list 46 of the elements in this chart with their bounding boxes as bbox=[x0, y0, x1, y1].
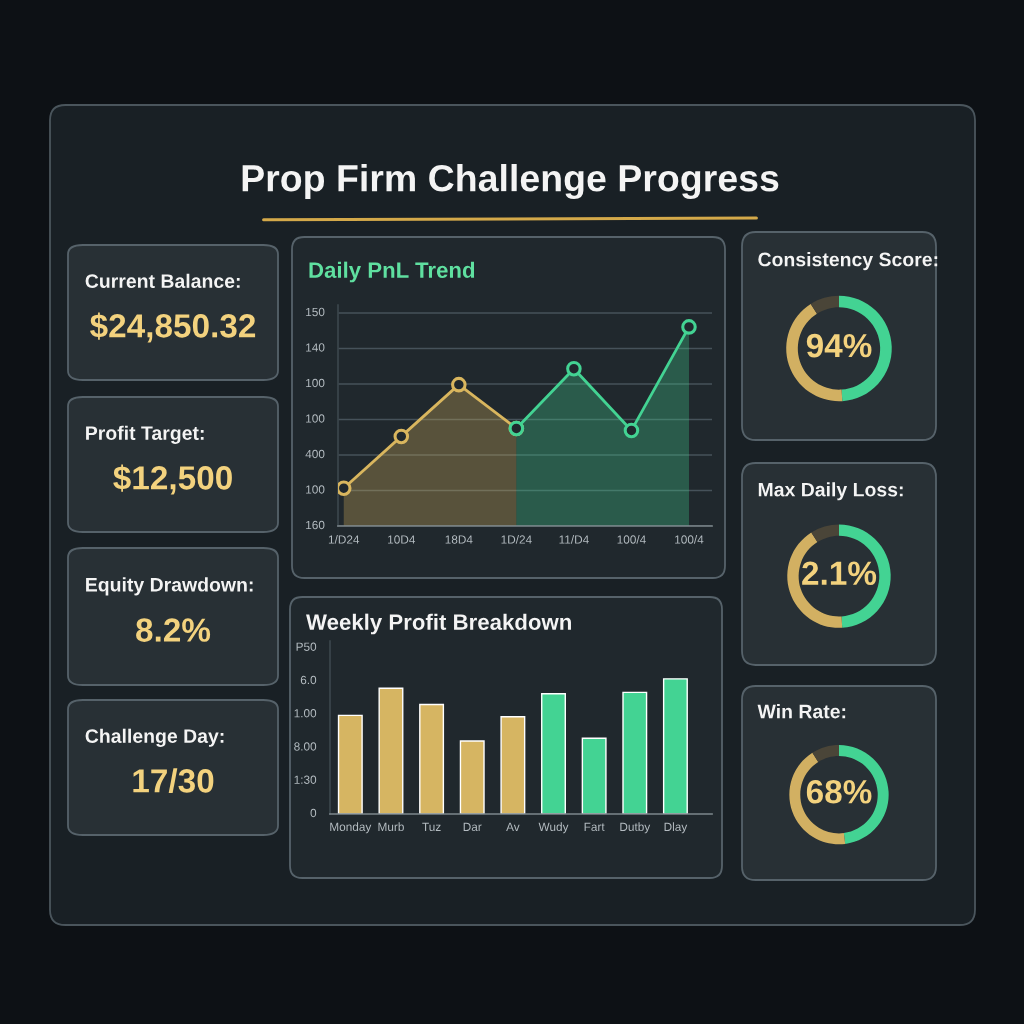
text: 2.1% bbox=[802, 561, 877, 585]
text: 1.00 bbox=[294, 709, 317, 718]
text: $24,850.32 bbox=[90, 312, 256, 343]
text: Current Balance: bbox=[85, 273, 240, 289]
text: 8.2% bbox=[136, 618, 211, 642]
text: 400 bbox=[305, 449, 325, 459]
x-tick-label: Tuz bbox=[422, 822, 441, 831]
x-tick-label: Wudy bbox=[538, 822, 569, 834]
chart-title: Consistency Score: bbox=[758, 252, 938, 271]
text: Challenge Day: bbox=[85, 728, 224, 747]
chart-title: Win Rate: bbox=[757, 704, 846, 719]
text: 0 bbox=[310, 808, 317, 818]
x-tick-label: Dutby bbox=[620, 822, 651, 834]
text: Prop Firm Challenge Progress bbox=[242, 163, 779, 200]
x-tick-label: Murb bbox=[378, 822, 404, 831]
x-tick-label: 18D4 bbox=[445, 535, 473, 544]
text: 150 bbox=[306, 307, 325, 317]
text: 160 bbox=[306, 520, 325, 530]
text: 100 bbox=[306, 378, 325, 388]
chart-title: Weekly Profit Breakdown bbox=[306, 613, 571, 635]
text: 100 bbox=[306, 485, 325, 494]
text: 1:30 bbox=[294, 775, 317, 784]
text: $12,500 bbox=[113, 464, 232, 495]
x-tick-label: 11/D4 bbox=[559, 535, 589, 544]
text: Equity Drawdown: bbox=[86, 577, 253, 596]
x-tick-label: Fart bbox=[584, 822, 605, 831]
chart-title: Max Daily Loss: bbox=[758, 482, 903, 501]
x-tick-label: 1D/24 bbox=[501, 535, 532, 544]
x-tick-label: 100/4 bbox=[617, 535, 646, 544]
text: 94% bbox=[806, 333, 872, 358]
x-tick-label: 10D4 bbox=[388, 535, 416, 544]
text: 100 bbox=[306, 414, 325, 423]
x-tick-label: 100/4 bbox=[675, 535, 704, 544]
text: 17/30 bbox=[133, 768, 214, 793]
text: 140 bbox=[306, 343, 325, 352]
x-tick-label: 1/D24 bbox=[328, 535, 360, 544]
text: Profit Target: bbox=[86, 425, 204, 444]
x-tick-label: Dlay bbox=[664, 822, 688, 834]
text: 8.00 bbox=[294, 742, 317, 751]
text: 68% bbox=[806, 779, 872, 804]
x-tick-label: Av bbox=[506, 822, 520, 831]
text: 6.0 bbox=[300, 675, 317, 685]
chart-title: Daily PnL Trend bbox=[309, 261, 475, 283]
x-tick-label: Monday bbox=[330, 822, 372, 834]
x-tick-label: Dar bbox=[463, 822, 482, 831]
text: P50 bbox=[296, 642, 317, 651]
